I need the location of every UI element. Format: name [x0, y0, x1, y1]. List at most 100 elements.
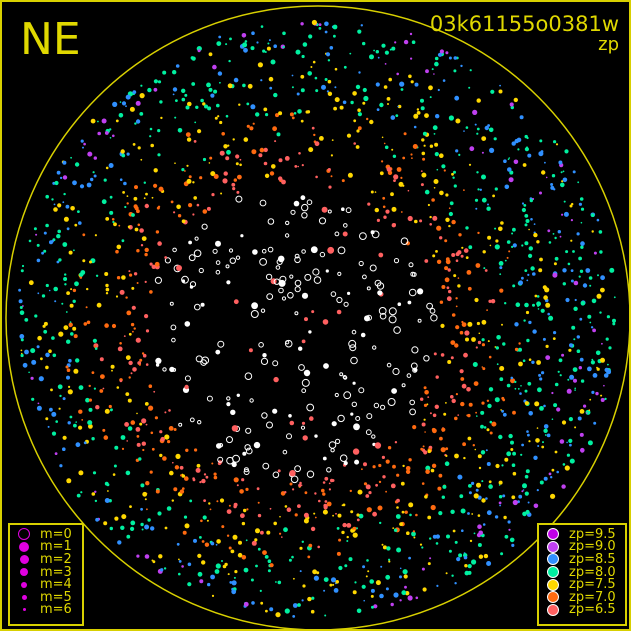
star-marker [130, 420, 136, 425]
star-marker [496, 335, 501, 340]
star-marker [566, 453, 571, 457]
star-marker [460, 401, 465, 407]
star-marker [501, 409, 504, 413]
star-marker [537, 387, 542, 393]
zp-legend-label: zp=6.5 [569, 602, 616, 618]
star-marker [88, 424, 93, 429]
star-marker [590, 360, 596, 365]
star-marker [532, 272, 536, 276]
horizon-circle [5, 5, 629, 629]
star-marker [344, 564, 348, 568]
star-marker [431, 463, 437, 468]
star-marker [388, 558, 391, 561]
star-marker [422, 587, 427, 592]
star-marker [514, 138, 519, 144]
star-marker [135, 337, 141, 343]
star-marker [172, 367, 177, 372]
star-marker [476, 171, 479, 174]
star-marker [86, 182, 92, 188]
star-marker [237, 552, 243, 558]
star-marker [257, 501, 260, 504]
star-marker [334, 97, 340, 103]
star-marker [93, 156, 98, 160]
star-marker [420, 397, 424, 401]
star-marker [139, 93, 145, 99]
star-marker [107, 490, 109, 492]
star-marker [118, 224, 121, 227]
star-marker [267, 246, 274, 253]
star-marker [145, 423, 148, 426]
star-marker [550, 476, 553, 479]
star-marker [269, 607, 274, 612]
star-marker [464, 564, 468, 568]
star-marker [200, 359, 207, 366]
star-marker [400, 481, 405, 486]
star-marker [97, 131, 101, 136]
star-marker [527, 153, 532, 158]
star-marker [219, 120, 223, 125]
star-marker [24, 349, 29, 355]
star-marker [249, 126, 254, 131]
magnitude-marker-icon [16, 528, 32, 541]
star-marker [239, 163, 242, 167]
star-marker [185, 132, 191, 138]
star-marker [36, 405, 42, 411]
star-marker [141, 441, 146, 446]
star-marker [74, 281, 79, 287]
star-marker [101, 118, 107, 124]
star-marker [454, 540, 458, 544]
star-marker [328, 488, 331, 491]
star-marker [136, 442, 141, 447]
star-marker [488, 387, 494, 392]
star-marker [301, 599, 304, 602]
star-marker [518, 494, 523, 499]
star-marker [202, 515, 207, 520]
star-marker [525, 219, 530, 223]
star-marker [125, 105, 127, 108]
star-marker [59, 176, 63, 180]
star-marker [58, 331, 64, 337]
star-marker [79, 184, 85, 189]
star-marker [226, 436, 233, 444]
star-marker [590, 326, 594, 329]
star-marker [444, 266, 449, 271]
star-marker [78, 221, 82, 225]
star-marker [408, 74, 412, 79]
star-marker [133, 327, 136, 330]
star-marker [238, 540, 242, 545]
star-marker [439, 49, 444, 54]
star-marker [598, 230, 603, 234]
star-marker [265, 273, 273, 281]
star-marker [90, 118, 96, 124]
star-marker [457, 474, 463, 480]
star-marker [154, 261, 160, 267]
star-marker [578, 256, 582, 261]
star-marker [423, 450, 428, 455]
star-marker [522, 163, 527, 167]
star-marker [330, 448, 335, 453]
star-marker [128, 376, 131, 379]
star-marker [526, 136, 529, 140]
star-marker [378, 307, 387, 315]
star-marker [446, 296, 452, 302]
star-marker [350, 412, 354, 416]
star-marker [488, 299, 492, 303]
star-marker [509, 170, 514, 175]
star-marker [67, 389, 73, 395]
star-marker [591, 358, 594, 361]
star-marker [296, 92, 300, 96]
star-marker [481, 480, 484, 483]
star-marker [134, 185, 138, 190]
star-marker [90, 177, 94, 182]
star-marker [399, 81, 405, 87]
star-marker [587, 314, 592, 319]
star-marker [521, 276, 524, 280]
star-marker [259, 199, 267, 207]
star-marker [439, 300, 444, 304]
star-marker [145, 481, 150, 486]
star-marker [213, 174, 219, 179]
star-marker [460, 508, 466, 514]
star-marker [233, 77, 239, 83]
star-marker [129, 106, 135, 112]
star-marker [69, 325, 72, 328]
